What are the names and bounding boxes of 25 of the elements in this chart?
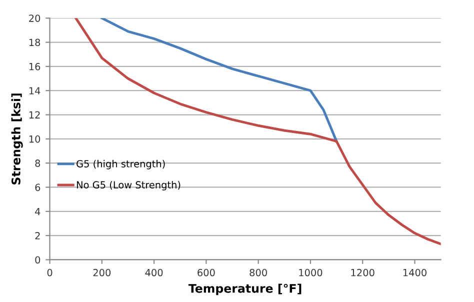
- y-tick-label: 12: [29, 111, 40, 118]
- legend-label: G5 (high strength): [76, 160, 165, 170]
- y-axis-title: Strength [ksi]: [11, 94, 23, 184]
- y-tick-label: 8: [35, 160, 40, 167]
- x-tick-label: 1400: [403, 268, 426, 276]
- x-tick-label: 1200: [351, 268, 374, 276]
- legend-label: No G5 (Low Strength): [76, 180, 180, 190]
- x-tick-label: 0: [47, 268, 52, 276]
- y-tick-label: 4: [35, 208, 40, 216]
- y-tick-label: 16: [29, 62, 40, 70]
- line-series: [74, 18, 441, 246]
- x-tick-label: 400: [145, 268, 163, 276]
- y-tick-label: 18: [29, 38, 40, 46]
- y-tick-label: 14: [29, 87, 40, 94]
- line-series: [100, 18, 338, 143]
- y-tick-label: 20: [29, 14, 40, 22]
- x-axis-title: Temperature [°F]: [188, 284, 302, 296]
- y-tick-label: 2: [35, 232, 40, 240]
- x-tick-label: 200: [93, 268, 111, 276]
- y-tick-label: 0: [35, 256, 40, 264]
- x-tick-label: 800: [250, 268, 267, 276]
- x-tick-label: 600: [198, 268, 215, 276]
- y-tick-label: 10: [29, 135, 40, 143]
- x-tick-label: 1000: [299, 268, 322, 276]
- y-tick-label: 6: [35, 184, 40, 192]
